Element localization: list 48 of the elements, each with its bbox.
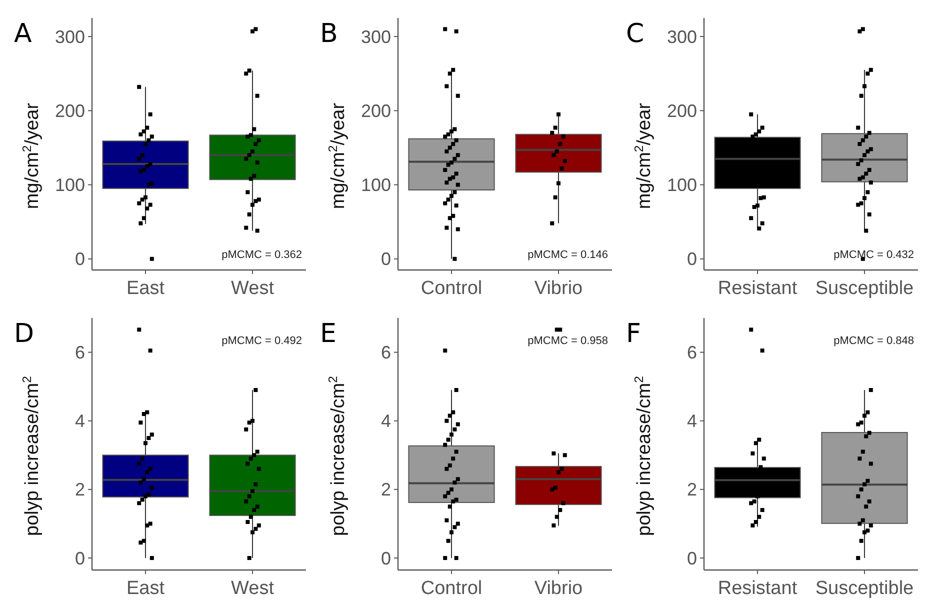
y-tick-label: 200 <box>54 100 85 121</box>
chart-title: A <box>14 19 32 49</box>
y-tick-label: 4 <box>686 411 697 432</box>
x-tick-label: East <box>126 578 166 599</box>
y-tick-label: 4 <box>380 411 391 432</box>
y-tick-label: 4 <box>74 411 85 432</box>
chart-title: D <box>14 319 34 349</box>
y-tick-label: 100 <box>54 175 85 196</box>
chart-title: E <box>320 319 336 349</box>
y-tick-label: 200 <box>360 100 391 121</box>
y-tick-label: 6 <box>380 342 391 363</box>
x-tick-label: Vibrio <box>534 278 583 299</box>
chart-title: C <box>626 19 644 49</box>
annotation: pMCMC = 0.362 <box>222 249 302 261</box>
x-tick-label: West <box>231 578 275 599</box>
y-tick-label: 300 <box>666 26 697 47</box>
y-tick-label: 0 <box>686 249 697 270</box>
x-tick-label: Vibrio <box>534 578 583 599</box>
y-tick-label: 0 <box>74 249 85 270</box>
y-tick-label: 0 <box>74 548 85 568</box>
y-tick-label: 300 <box>54 26 85 47</box>
chart-title: B <box>320 19 338 49</box>
y-tick-label: 0 <box>380 249 391 270</box>
annotation: pMCMC = 0.146 <box>528 249 608 261</box>
y-tick-label: 6 <box>74 342 85 363</box>
y-tick-label: 0 <box>380 548 391 568</box>
annotation: pMCMC = 0.958 <box>528 335 608 347</box>
annotation: pMCMC = 0.492 <box>222 335 302 347</box>
y-tick-label: 100 <box>666 175 697 196</box>
y-tick-label: 0 <box>686 548 697 568</box>
y-tick-label: 100 <box>360 175 391 196</box>
x-tick-label: East <box>126 278 166 299</box>
x-tick-label: Susceptible <box>815 578 914 599</box>
x-tick-label: Control <box>420 578 482 599</box>
y-tick-label: 2 <box>74 480 85 500</box>
y-tick-label: 2 <box>686 480 697 500</box>
y-tick-label: 200 <box>666 100 697 121</box>
annotation: pMCMC = 0.432 <box>834 249 914 261</box>
y-tick-label: 6 <box>686 342 697 363</box>
x-tick-label: Resistant <box>718 278 798 299</box>
x-tick-label: Control <box>420 278 482 299</box>
y-tick-label: 2 <box>380 480 391 500</box>
y-tick-label: 300 <box>360 26 391 47</box>
x-tick-label: West <box>231 278 275 299</box>
annotation: pMCMC = 0.848 <box>834 335 914 347</box>
x-tick-label: Susceptible <box>815 278 914 299</box>
x-tick-label: Resistant <box>718 578 798 599</box>
chart-title: F <box>626 319 641 349</box>
